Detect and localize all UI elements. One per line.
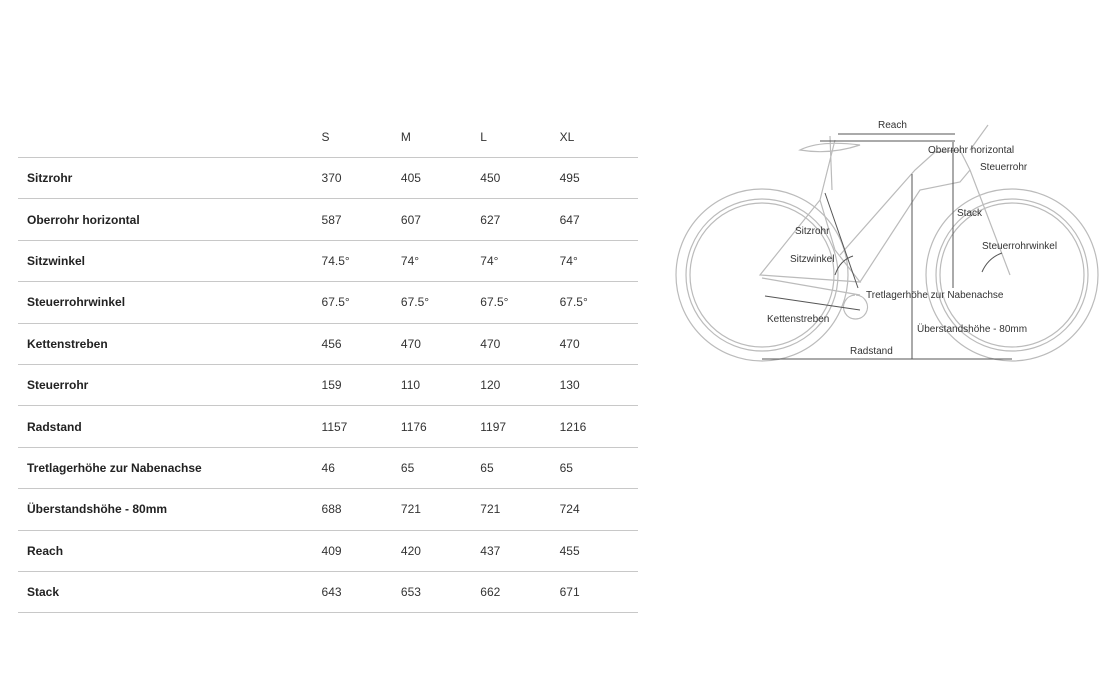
cell-value: 643	[320, 571, 400, 614]
cell-value: 159	[320, 364, 400, 407]
row-label: Sitzwinkel	[18, 240, 321, 283]
table-row: Steuerrohr 159 110 120 130	[18, 364, 638, 407]
sitzwinkel-arc	[834, 255, 854, 276]
cell-value: 627	[479, 198, 559, 241]
size-l: L	[479, 117, 559, 158]
table-row: Tretlagerhöhe zur Nabenachse 46 65 65 65	[18, 447, 638, 490]
size-m: M	[399, 117, 480, 158]
chainstay	[761, 277, 861, 296]
steuerrohrwinkel-arc	[981, 252, 1003, 273]
cell-value: 1176	[399, 405, 480, 448]
cell-value: 74°	[399, 240, 480, 283]
cell-value: 1157	[320, 405, 400, 448]
row-label: Radstand	[18, 405, 321, 448]
cell-value: 721	[399, 488, 480, 531]
row-label: Steuerrohrwinkel	[18, 281, 321, 324]
table-row: Kettenstreben 456 470 470 470	[18, 323, 638, 365]
cell-value: 120	[479, 364, 559, 407]
front-rim	[939, 202, 1085, 348]
cell-value: 495	[558, 157, 638, 200]
cell-value: 587	[320, 198, 400, 241]
cell-value: 370	[320, 157, 400, 200]
cell-value: 470	[399, 323, 480, 365]
row-label: Steuerrohr	[18, 364, 321, 407]
table-row: Oberrohr horizontal 587 607 627 647	[18, 198, 638, 241]
cell-value: 437	[479, 530, 559, 572]
cell-value: 647	[558, 198, 638, 241]
label-stack: Stack	[957, 208, 983, 219]
cell-value: 456	[320, 323, 400, 365]
cell-value: 405	[399, 157, 480, 200]
cell-value: 110	[399, 364, 480, 407]
front-wheel	[925, 188, 1099, 362]
row-label: Überstandshöhe - 80mm	[18, 488, 321, 531]
table-row: Steuerrohrwinkel 67.5° 67.5° 67.5° 67.5°	[18, 281, 638, 324]
bike-geometry-diagram: Reach Oberrohr horizontal Steuerrohr Sta…	[675, 120, 1099, 362]
rear-wheel	[675, 188, 849, 362]
cell-value: 450	[479, 157, 559, 200]
label-reach: Reach	[878, 120, 907, 131]
label-steuerrohr: Steuerrohr	[980, 162, 1028, 173]
geometry-table: S M L XL Sitzrohr 370 405 450 495 Oberrohr ho…	[18, 117, 638, 614]
row-label: Kettenstreben	[18, 323, 321, 365]
row-label: Oberrohr horizontal	[18, 198, 321, 241]
cell-value: 67.5°	[399, 281, 480, 324]
size-xl: XL	[558, 117, 638, 158]
label-sitzwinkel: Sitzwinkel	[790, 254, 834, 265]
cell-value: 455	[558, 530, 638, 572]
cell-value: 470	[558, 323, 638, 365]
row-label: Tretlagerhöhe zur Nabenachse	[18, 447, 321, 490]
cell-value: 1197	[479, 405, 559, 448]
front-tire-inner	[935, 198, 1089, 352]
label-steuerrohrwinkel: Steuerrohrwinkel	[982, 241, 1057, 252]
kettenstreben-arrow	[764, 295, 861, 311]
table-row: Sitzrohr 370 405 450 495	[18, 157, 638, 200]
cell-value: 65	[558, 447, 638, 490]
rear-rim	[689, 202, 835, 348]
cell-value: 662	[479, 571, 559, 614]
cell-value: 671	[558, 571, 638, 614]
size-s: S	[320, 117, 400, 158]
cell-value: 67.5°	[320, 281, 400, 324]
label-tretlager: Tretlagerhöhe zur Nabenachse	[866, 290, 1004, 301]
row-label: Reach	[18, 530, 321, 572]
cell-value: 688	[320, 488, 400, 531]
cell-value: 420	[399, 530, 480, 572]
row-label: Stack	[18, 571, 321, 614]
cell-value: 65	[399, 447, 480, 490]
cell-value: 130	[558, 364, 638, 407]
cell-value: 46	[320, 447, 400, 490]
cell-value: 721	[479, 488, 559, 531]
table-row: Reach 409 420 437 455	[18, 530, 638, 572]
sitzrohr-arrow	[824, 192, 859, 289]
cell-value: 67.5°	[558, 281, 638, 324]
label-sitzrohr: Sitzrohr	[795, 226, 830, 237]
label-kettenstreben: Kettenstreben	[767, 314, 829, 325]
frame	[758, 124, 1011, 320]
table-row: Überstandshöhe - 80mm 688 721 721 724	[18, 488, 638, 531]
cell-value: 1216	[558, 405, 638, 448]
table-row: Stack 643 653 662 671	[18, 571, 638, 614]
size-header-row: S M L XL	[18, 117, 638, 158]
cell-value: 653	[399, 571, 480, 614]
label-radstand: Radstand	[850, 346, 893, 357]
cell-value: 409	[320, 530, 400, 572]
label-ueberstand: Überstandshöhe - 80mm	[917, 323, 1027, 335]
label-oberrohr: Oberrohr horizontal	[928, 145, 1014, 156]
cell-value: 67.5°	[479, 281, 559, 324]
cell-value: 607	[399, 198, 480, 241]
table-row: Sitzwinkel 74.5° 74° 74° 74°	[18, 240, 638, 283]
row-label: Sitzrohr	[18, 157, 321, 200]
rear-tire-inner	[685, 198, 839, 352]
cell-value: 74°	[558, 240, 638, 283]
cell-value: 724	[558, 488, 638, 531]
cell-value: 74°	[479, 240, 559, 283]
cell-value: 74.5°	[320, 240, 400, 283]
cell-value: 65	[479, 447, 559, 490]
header-empty	[18, 117, 321, 158]
cell-value: 470	[479, 323, 559, 365]
table-row: Radstand 1157 1176 1197 1216	[18, 405, 638, 448]
